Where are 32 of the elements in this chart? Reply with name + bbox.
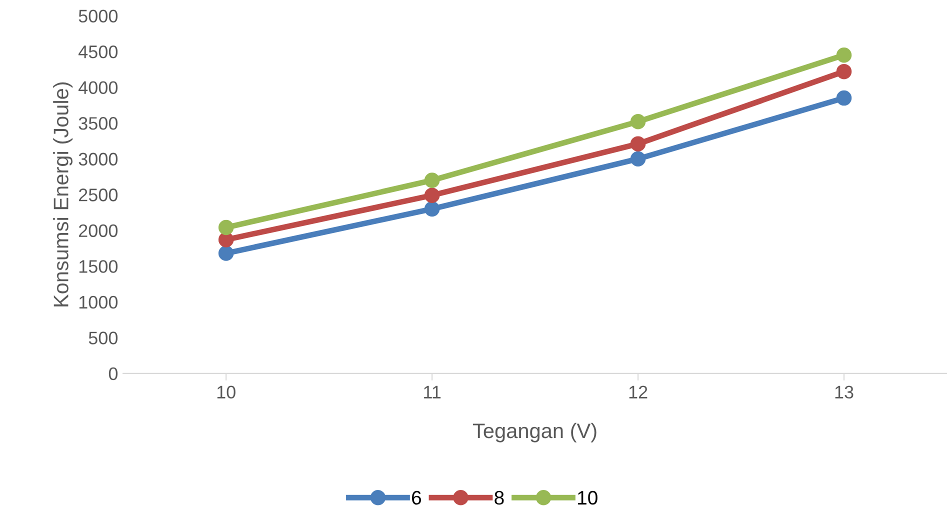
y-tick-label: 2500 (78, 188, 118, 202)
x-axis-title: Tegangan (V) (472, 422, 596, 442)
x-tick-label: 13 (835, 386, 854, 399)
y-tick-label: 1000 (79, 296, 118, 309)
y-tick-label: 1500 (79, 260, 118, 273)
point (424, 201, 440, 217)
point (218, 246, 234, 261)
x-tick-label: 12 (629, 386, 648, 398)
y-tick-label: 500 (88, 332, 118, 344)
y-tick-label: 2000 (78, 224, 118, 238)
y-tick-label: 0 (108, 367, 118, 380)
point (836, 64, 852, 80)
y-axis-title: Konsumsi Energi (Joule) (53, 82, 73, 306)
point (630, 114, 646, 130)
legend-label: 8 (494, 490, 504, 505)
point (836, 47, 852, 63)
point (424, 188, 440, 203)
x-tick-label: 10 (217, 386, 236, 399)
legend-label: 6 (412, 490, 421, 505)
point (424, 172, 440, 188)
point (218, 220, 234, 236)
point (836, 90, 852, 106)
y-tick-label: 3000 (78, 152, 118, 166)
point (630, 136, 646, 152)
y-tick-label: 4000 (78, 81, 118, 94)
y-tick-label: 5000 (78, 10, 118, 22)
legend-label: 10 (578, 490, 598, 505)
y-tick-label: 3500 (78, 117, 118, 130)
point (630, 151, 646, 166)
y-tick-label: 4500 (78, 45, 118, 58)
x-tick-label: 11 (424, 386, 441, 398)
point (218, 232, 234, 248)
